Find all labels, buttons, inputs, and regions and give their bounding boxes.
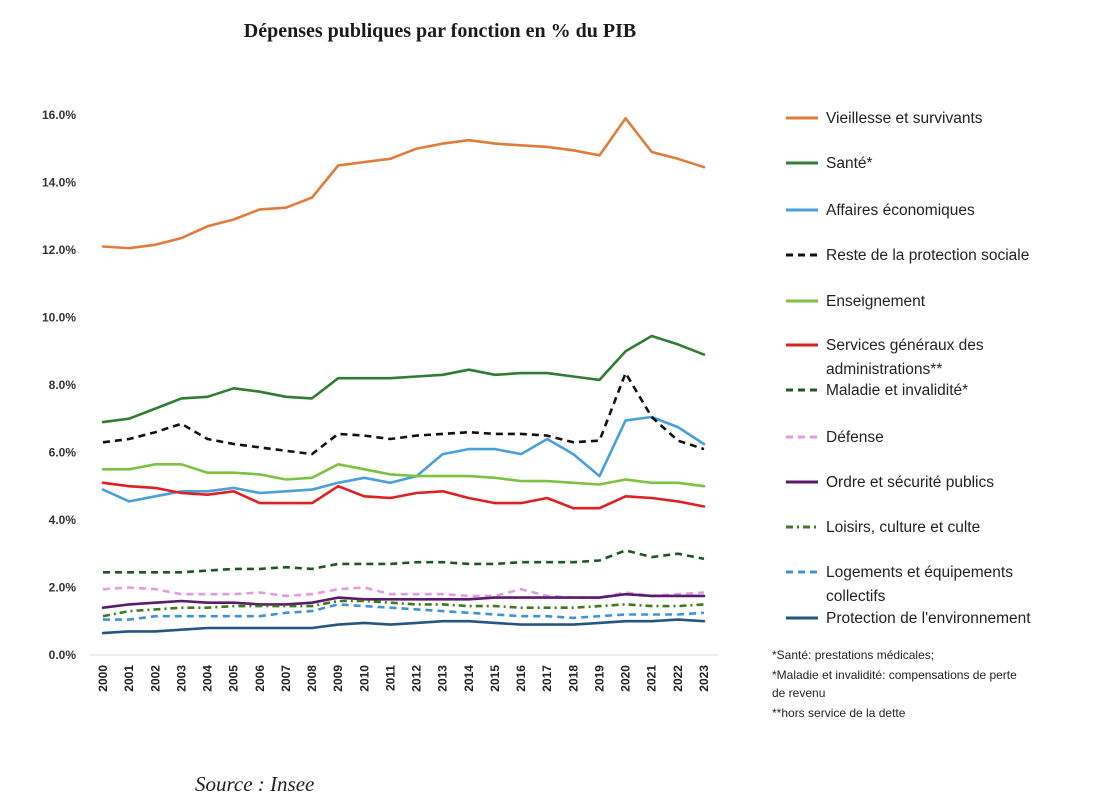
legend-label: Vieillesse et survivants (826, 110, 983, 127)
y-tick-label: 0.0% (49, 648, 77, 662)
legend-label: Reste de la protection sociale (826, 247, 1029, 264)
series-lines (101, 117, 706, 635)
x-tick-label: 2005 (227, 665, 241, 692)
x-tick-label: 2011 (383, 665, 397, 691)
x-tick-label: 2006 (253, 665, 267, 692)
series-line-11 (103, 603, 705, 621)
y-tick-label: 10.0% (42, 310, 76, 324)
line-chart: 0.0% 2.0% 4.0% 6.0% 8.0% 10.0% 12.0% 14.0% 16.0%… (42, 108, 1031, 720)
x-tick-label: 2000 (96, 665, 110, 692)
footnote-line: de revenu (772, 686, 825, 700)
series-line-7 (103, 549, 705, 574)
x-tick-label: 2004 (201, 665, 215, 692)
y-tick-label: 4.0% (49, 513, 77, 527)
y-tick-label: 16.0% (42, 108, 76, 122)
legend-label: Services généraux des (826, 337, 984, 354)
x-tick-label: 2001 (122, 665, 136, 692)
series-line-2 (101, 334, 706, 424)
footnote-line: **hors service de la dette (772, 706, 906, 720)
x-tick-label: 2012 (410, 665, 424, 692)
legend-label: Protection de l'environnement (826, 610, 1031, 627)
series-line-5 (101, 462, 706, 488)
legend-label: Affaires économiques (826, 202, 975, 219)
legend-label: Enseignement (826, 293, 926, 310)
y-tick-label: 2.0% (49, 580, 77, 594)
chart-title: Dépenses publiques par fonction en % du … (243, 20, 637, 42)
y-axis-ticks: 0.0% 2.0% 4.0% 6.0% 8.0% 10.0% 12.0% 14.0% 16.0% (42, 108, 76, 662)
x-tick-label: 2021 (645, 665, 659, 692)
x-tick-label: 2022 (671, 665, 685, 692)
series-line-1 (101, 117, 706, 250)
source-caption: Source : Insee (195, 772, 315, 796)
legend-label: Défense (826, 429, 884, 446)
x-tick-label: 2020 (619, 665, 633, 692)
footnotes: *Santé: prestations médicales; *Maladie e… (772, 648, 1017, 720)
x-tick-label: 2003 (174, 665, 188, 692)
x-tick-label: 2015 (488, 665, 502, 692)
legend: Vieillesse et survivants Santé* Affaires é… (786, 110, 1031, 627)
x-tick-label: 2007 (279, 665, 293, 692)
series-line-9 (101, 592, 706, 610)
y-tick-label: 12.0% (42, 243, 76, 257)
y-tick-label: 14.0% (42, 175, 76, 189)
x-tick-label: 2019 (592, 665, 606, 692)
legend-label: collectifs (826, 588, 886, 605)
y-tick-label: 8.0% (49, 378, 77, 392)
x-tick-label: 2009 (331, 665, 345, 692)
legend-label: Logements et équipements (826, 564, 1013, 581)
x-tick-label: 2017 (540, 665, 554, 692)
series-line-10 (102, 599, 705, 618)
x-tick-label: 2014 (462, 665, 476, 692)
footnote-line: *Santé: prestations médicales; (772, 648, 934, 662)
x-tick-label: 2018 (566, 665, 580, 692)
x-tick-label: 2002 (148, 665, 162, 692)
legend-label: Maladie et invalidité* (826, 382, 968, 399)
footnote-line: *Maladie et invalidité: compensations de… (772, 668, 1017, 682)
x-tick-label: 2010 (357, 665, 371, 692)
legend-label: Ordre et sécurité publics (826, 474, 994, 491)
legend-label: Santé* (826, 155, 873, 172)
x-tick-label: 2023 (697, 665, 711, 692)
x-tick-label: 2008 (305, 665, 319, 692)
x-axis-ticks: 2000 2001 2002 2003 2004 2005 2006 2007 2008 2009… (96, 665, 711, 692)
legend-label: administrations** (826, 361, 942, 378)
series-line-4 (102, 371, 705, 456)
series-line-12 (101, 618, 706, 635)
series-line-3 (101, 415, 706, 503)
legend-label: Loisirs, culture et culte (826, 519, 980, 536)
x-tick-label: 2013 (436, 665, 450, 692)
y-tick-label: 6.0% (49, 445, 77, 459)
x-tick-label: 2016 (514, 665, 528, 692)
series-line-6 (101, 481, 706, 510)
